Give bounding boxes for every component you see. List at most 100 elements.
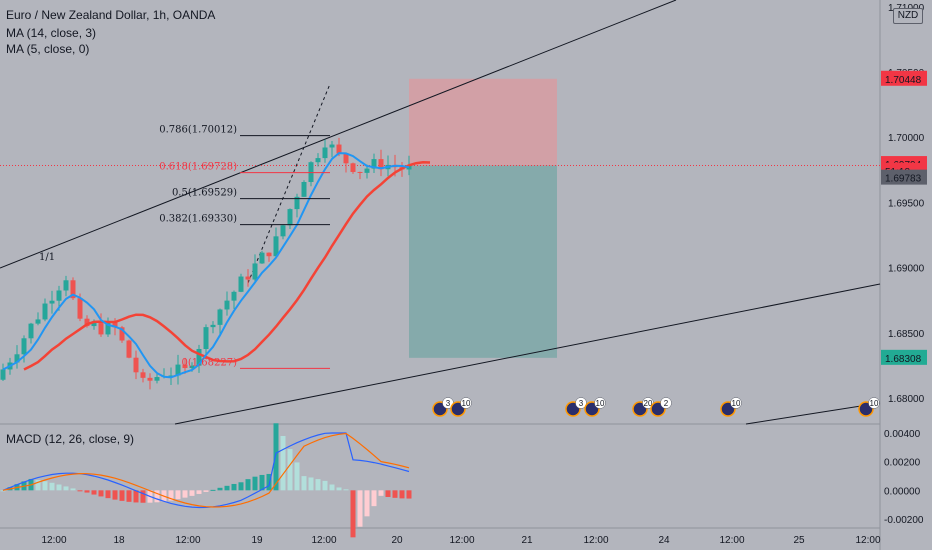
macd-histogram-bar xyxy=(84,490,90,493)
candle-body xyxy=(364,168,370,173)
macd-histogram-bar xyxy=(126,490,132,502)
event-count: 10 xyxy=(596,399,605,408)
candle-body xyxy=(315,158,321,163)
event-count: 10 xyxy=(870,399,879,408)
candle-body xyxy=(112,322,118,328)
event-count-badge xyxy=(594,397,606,409)
macd-tick-label: 0.00000 xyxy=(884,486,921,497)
upper-channel-line xyxy=(0,0,677,269)
macd-histogram-bar xyxy=(308,477,314,491)
candle-body xyxy=(105,322,111,335)
macd-histogram-bar xyxy=(301,476,307,491)
signal-line xyxy=(2,432,410,508)
candle-body xyxy=(119,327,125,341)
price-tick-label: 1.68000 xyxy=(888,394,925,405)
event-count: 3 xyxy=(446,399,451,408)
candle-body xyxy=(210,324,216,328)
macd-line xyxy=(2,432,410,509)
candle-body xyxy=(182,364,188,369)
candle-body xyxy=(294,196,300,210)
macd-histogram-bar xyxy=(196,490,202,494)
time-tick-label: 12:00 xyxy=(175,535,200,546)
macd-histogram-bar xyxy=(364,490,370,517)
candle-body xyxy=(378,159,384,170)
macd-histogram-bar xyxy=(168,490,174,501)
ma-5-line xyxy=(2,152,410,379)
candle-body xyxy=(273,236,279,257)
macd-histogram-bar xyxy=(231,483,237,491)
macd-tick-label: -0.00200 xyxy=(884,515,924,526)
time-tick-label: 19 xyxy=(251,535,263,546)
candle-body xyxy=(371,159,377,169)
candle-body xyxy=(217,309,223,325)
fib-label: 0.786(1.70012) xyxy=(159,125,237,136)
macd-histogram-bar xyxy=(175,490,181,500)
candle-body xyxy=(224,300,230,310)
time-tick-label: 12:00 xyxy=(449,535,474,546)
event-count-badge xyxy=(660,397,672,409)
candle-body xyxy=(252,263,258,280)
macd-legend[interactable]: MACD (12, 26, close, 9) xyxy=(6,432,135,446)
event-count-badge xyxy=(868,397,880,409)
currency-badge: NZD xyxy=(893,8,923,24)
macd-histogram-bar xyxy=(112,490,118,500)
event-count-badge xyxy=(575,397,587,409)
macd-histogram-bar xyxy=(0,490,6,492)
macd-histogram-bar xyxy=(343,489,349,491)
time-tick-label: 12:00 xyxy=(41,535,66,546)
price-tick-label: 1.69000 xyxy=(888,264,925,275)
mini-trend-line xyxy=(745,402,881,425)
candle-body xyxy=(266,252,272,257)
candle-body xyxy=(168,375,174,377)
candle-body xyxy=(14,354,20,363)
event-count: 2 xyxy=(664,399,669,408)
macd-histogram-bar xyxy=(392,490,398,498)
macd-histogram-bar xyxy=(357,490,363,527)
candle-body xyxy=(140,372,146,378)
time-tick-label: 25 xyxy=(793,535,805,546)
macd-histogram-bar xyxy=(280,435,286,491)
macd-histogram-bar xyxy=(336,487,342,491)
macd-histogram-bar xyxy=(49,482,55,491)
macd-histogram-bar xyxy=(56,484,62,491)
macd-histogram-bar xyxy=(133,490,139,503)
event-count-badge xyxy=(460,397,472,409)
candle-body xyxy=(77,298,83,319)
candle-body xyxy=(350,163,356,172)
candle-body xyxy=(287,209,293,226)
fib-label: 0.618(1.69728) xyxy=(159,162,237,173)
candle-body xyxy=(280,225,286,237)
macd-histogram-bar xyxy=(77,490,83,492)
candle-body xyxy=(196,348,202,366)
candle-body xyxy=(98,323,104,335)
price-tick-label: 1.68500 xyxy=(888,329,925,340)
event-count: 10 xyxy=(462,399,471,408)
candle-body xyxy=(21,338,27,355)
fib-label: 0.5(1.69529) xyxy=(172,188,237,199)
macd-histogram-bar xyxy=(182,490,188,498)
macd-tick-label: 0.00200 xyxy=(884,458,921,469)
ma-14-legend[interactable]: MA (14, close, 3) xyxy=(6,26,97,40)
price-label-text: 1.68308 xyxy=(885,354,922,365)
macd-histogram-bar xyxy=(105,490,111,499)
price-label-box xyxy=(881,349,927,365)
macd-histogram-bar xyxy=(329,484,335,491)
candle-body xyxy=(70,280,76,299)
macd-histogram-bar xyxy=(217,487,223,491)
candle-body xyxy=(259,252,265,264)
symbol-title: Euro / New Zealand Dollar, 1h, OANDA xyxy=(6,8,216,22)
event-count: 10 xyxy=(732,399,741,408)
price-label-box xyxy=(881,169,927,185)
event-count: 20 xyxy=(644,399,653,408)
price-tick-label: 1.69500 xyxy=(888,198,925,209)
candle-body xyxy=(56,290,62,301)
stop-loss-zone xyxy=(409,78,557,166)
candle-body xyxy=(343,153,349,164)
ma-5-legend[interactable]: MA (5, close, 0) xyxy=(6,42,90,56)
macd-histogram-bar xyxy=(70,488,76,491)
price-label-box xyxy=(881,70,927,86)
fib-label: 0.382(1.69330) xyxy=(159,214,237,225)
take-profit-zone xyxy=(409,165,557,358)
macd-histogram-bar xyxy=(42,481,48,491)
